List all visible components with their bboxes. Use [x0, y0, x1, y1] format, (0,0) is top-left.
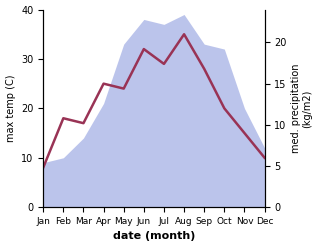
Y-axis label: med. precipitation
(kg/m2): med. precipitation (kg/m2): [291, 64, 313, 153]
Y-axis label: max temp (C): max temp (C): [5, 75, 16, 142]
X-axis label: date (month): date (month): [113, 231, 195, 242]
